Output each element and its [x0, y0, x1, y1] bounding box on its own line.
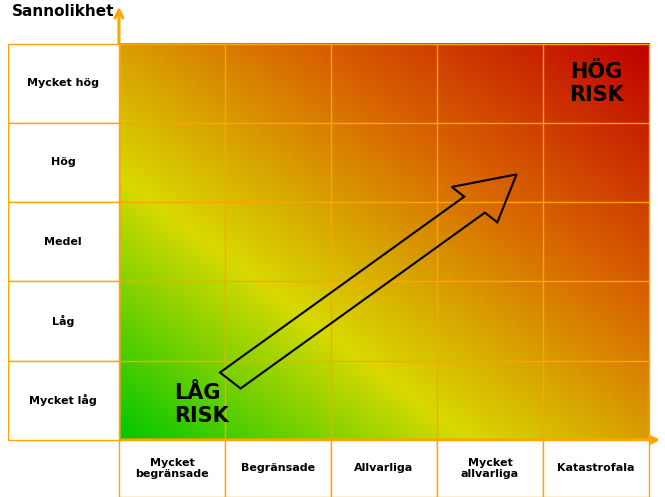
Text: Låg: Låg: [52, 315, 74, 327]
Text: Katastrofala: Katastrofala: [557, 464, 635, 474]
Bar: [225, 440, 331, 497]
Text: Mycket
allvarliga: Mycket allvarliga: [461, 458, 519, 479]
Bar: [119, 440, 225, 497]
Bar: [437, 440, 543, 497]
Text: HÖG
RISK: HÖG RISK: [569, 62, 624, 105]
Text: Mycket låg: Mycket låg: [29, 394, 97, 407]
Text: Sannolikhet: Sannolikhet: [12, 4, 114, 19]
Text: Mycket hög: Mycket hög: [27, 78, 99, 88]
Bar: [331, 440, 437, 497]
Bar: [7, 44, 119, 123]
Bar: [7, 123, 119, 202]
Bar: [543, 440, 649, 497]
Text: LÅG
RISK: LÅG RISK: [174, 383, 229, 426]
Bar: [7, 361, 119, 440]
Text: Mycket
begränsade: Mycket begränsade: [135, 458, 209, 479]
Bar: [7, 281, 119, 361]
Text: Hög: Hög: [51, 158, 76, 167]
Bar: [7, 202, 119, 281]
Text: Allvarliga: Allvarliga: [354, 464, 414, 474]
Text: Begränsade: Begränsade: [241, 464, 315, 474]
Text: Medel: Medel: [45, 237, 82, 247]
